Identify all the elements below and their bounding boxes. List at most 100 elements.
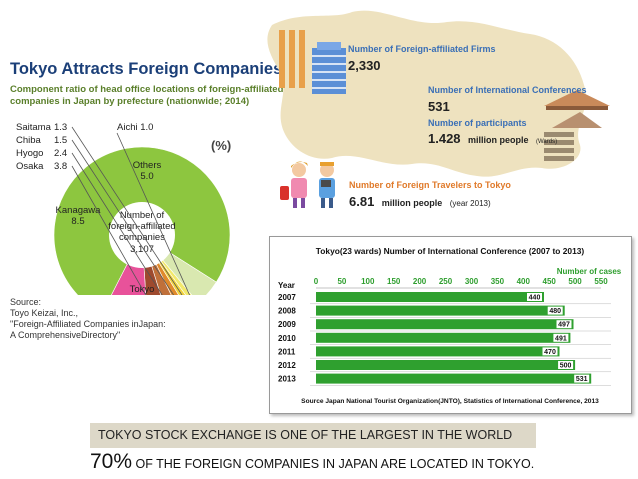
pie-chart-subtitle-line1: Component ratio of head office locations… bbox=[10, 84, 284, 95]
bar-value-box bbox=[542, 347, 558, 356]
bar-2009 bbox=[316, 319, 574, 330]
tokyo-map-shape bbox=[267, 10, 586, 177]
participants-line: 1.428 million people (Wards) bbox=[428, 130, 557, 147]
travelers-line: 6.81 million people (year 2013) bbox=[349, 193, 491, 210]
bar-x-tick-label: 300 bbox=[465, 277, 479, 286]
conference-bar-chart: Tokyo(23 wards) Number of International … bbox=[278, 246, 622, 405]
bar-value-box bbox=[527, 293, 542, 301]
conferences-label: Number of International Conferences bbox=[428, 85, 587, 95]
bar-x-tick-label: 550 bbox=[594, 277, 608, 286]
pie-value-chiba: 1.5 bbox=[54, 135, 67, 146]
bar-2011 bbox=[316, 346, 560, 357]
bar-category-label: 2009 bbox=[278, 320, 296, 329]
year-axis-label: Year bbox=[278, 281, 295, 290]
stat-percentage: 70% bbox=[90, 450, 133, 473]
foreign-companies-stat: 70% OF THE FOREIGN COMPANIES IN JAPAN AR… bbox=[90, 450, 534, 474]
office-building-icon bbox=[279, 30, 346, 94]
pie-center-line1: Number of bbox=[120, 210, 165, 221]
conferences-value: 531 bbox=[428, 99, 450, 114]
bar-category-label: 2013 bbox=[278, 375, 296, 384]
firms-value: 2,330 bbox=[348, 58, 381, 73]
stock-exchange-banner: TOKYO STOCK EXCHANGE IS ONE OF THE LARGE… bbox=[90, 423, 536, 448]
banner-text: TOKYO STOCK EXCHANGE IS ONE OF THE LARGE… bbox=[98, 428, 513, 442]
travelers-unit: million people bbox=[382, 198, 443, 208]
participants-note: (Wards) bbox=[536, 139, 557, 145]
source-line: Source: bbox=[10, 297, 42, 307]
bar-x-tick-label: 50 bbox=[337, 277, 346, 286]
source-line: "Foreign-Affiliated Companies inJapan: bbox=[10, 319, 166, 329]
stat-description: OF THE FOREIGN COMPANIES IN JAPAN ARE LO… bbox=[132, 457, 535, 471]
bar-value-label: 500 bbox=[560, 363, 572, 370]
bar-2008 bbox=[316, 305, 565, 316]
tokyo-map-infographic: Number of Foreign-affiliated Firms 2,330… bbox=[267, 10, 610, 210]
bar-x-tick-label: 500 bbox=[568, 277, 582, 286]
bar-x-tick-label: 0 bbox=[314, 277, 319, 286]
bar-value-label: 480 bbox=[549, 308, 561, 315]
bar-x-tick-label: 450 bbox=[543, 277, 557, 286]
pie-label-aichi: Aichi 1.0 bbox=[117, 122, 153, 133]
pie-center-line3: companies bbox=[119, 232, 165, 243]
pie-leader-chiba bbox=[71, 139, 175, 295]
bar-chart-source: Source Japan National Tourist Organizati… bbox=[301, 398, 599, 405]
bar-value-box bbox=[556, 320, 572, 329]
pie-leader-hyogo bbox=[71, 152, 163, 295]
bar-x-tick-label: 250 bbox=[439, 277, 453, 286]
pie-label-kanagawa: 8.5 bbox=[71, 216, 84, 227]
bar-category-label: 2012 bbox=[278, 361, 296, 370]
bar-value-box bbox=[553, 333, 569, 342]
pie-leader-osaka bbox=[71, 165, 147, 295]
bar-x-tick-label: 200 bbox=[413, 277, 427, 286]
participants-label: Number of participants bbox=[428, 118, 527, 128]
cases-axis-label: Number of cases bbox=[557, 267, 622, 276]
pie-chart-subtitle-line2: companies in Japan by prefecture (nation… bbox=[10, 96, 250, 107]
pie-label-saitama: Saitama bbox=[16, 122, 52, 133]
travelers-note: (year 2013) bbox=[450, 199, 491, 208]
pie-source: Source: Toyo Keizai, Inc., "Foreign-Affi… bbox=[10, 297, 166, 341]
travelers-label: Number of Foreign Travelers to Tokyo bbox=[349, 180, 511, 190]
bar-x-tick-label: 400 bbox=[517, 277, 531, 286]
pie-center-value: 3,107 bbox=[130, 244, 154, 255]
pie-label-others: Others bbox=[133, 160, 162, 171]
bar-x-tick-label: 100 bbox=[361, 277, 375, 286]
bar-2012 bbox=[316, 360, 576, 370]
pie-leader-saitama bbox=[71, 126, 183, 295]
bar-value-label: 497 bbox=[558, 322, 570, 329]
pie-label-hyogo: Hyogo bbox=[16, 148, 43, 159]
bar-x-tick-label: 150 bbox=[387, 277, 401, 286]
bar-x-tick-label: 350 bbox=[491, 277, 505, 286]
pie-label-others: 5.0 bbox=[140, 171, 153, 182]
travelers-value: 6.81 bbox=[349, 194, 374, 209]
bar-value-label: 470 bbox=[544, 349, 556, 356]
firms-label: Number of Foreign-affiliated Firms bbox=[348, 44, 496, 54]
bar-2013 bbox=[316, 373, 592, 384]
bar-2007 bbox=[316, 292, 544, 302]
bar-value-box bbox=[574, 374, 590, 383]
participants-unit: million people bbox=[468, 135, 529, 145]
bar-category-label: 2011 bbox=[278, 347, 296, 356]
bar-category-label: 2007 bbox=[278, 293, 296, 302]
bar-value-label: 440 bbox=[529, 295, 541, 302]
source-line: A ComprehensiveDirectory" bbox=[10, 330, 121, 340]
travelers-icon bbox=[280, 161, 335, 208]
pie-label-osaka: Osaka bbox=[16, 161, 44, 172]
bar-category-label: 2008 bbox=[278, 307, 296, 316]
pie-value-saitama: 1.3 bbox=[54, 122, 67, 133]
conference-hall-icon bbox=[544, 90, 610, 161]
bar-value-box bbox=[547, 306, 563, 315]
pie-value-osaka: 3.8 bbox=[54, 161, 67, 172]
pie-chart-title: Tokyo Attracts Foreign Companies bbox=[10, 60, 283, 78]
pie-chart: Number of foreign-affiliated companies 3… bbox=[16, 122, 231, 295]
source-line: Toyo Keizai, Inc., bbox=[10, 308, 79, 318]
pie-label-tokyo: Tokyo bbox=[130, 284, 155, 295]
pie-label-kanagawa: Kanagawa bbox=[56, 205, 102, 216]
pie-label-chiba: Chiba bbox=[16, 135, 42, 146]
pie-center-line2: foreign-affiliated bbox=[108, 221, 175, 232]
pie-value-hyogo: 2.4 bbox=[54, 148, 67, 159]
bar-chart-title: Tokyo(23 wards) Number of International … bbox=[316, 246, 585, 256]
bar-value-label: 531 bbox=[576, 376, 588, 383]
participants-value: 1.428 bbox=[428, 131, 461, 146]
bar-category-label: 2010 bbox=[278, 334, 296, 343]
conference-bar-chart-panel: Tokyo(23 wards) Number of International … bbox=[269, 236, 632, 414]
bar-value-box bbox=[558, 361, 574, 369]
pie-unit-label: (%) bbox=[211, 138, 231, 153]
